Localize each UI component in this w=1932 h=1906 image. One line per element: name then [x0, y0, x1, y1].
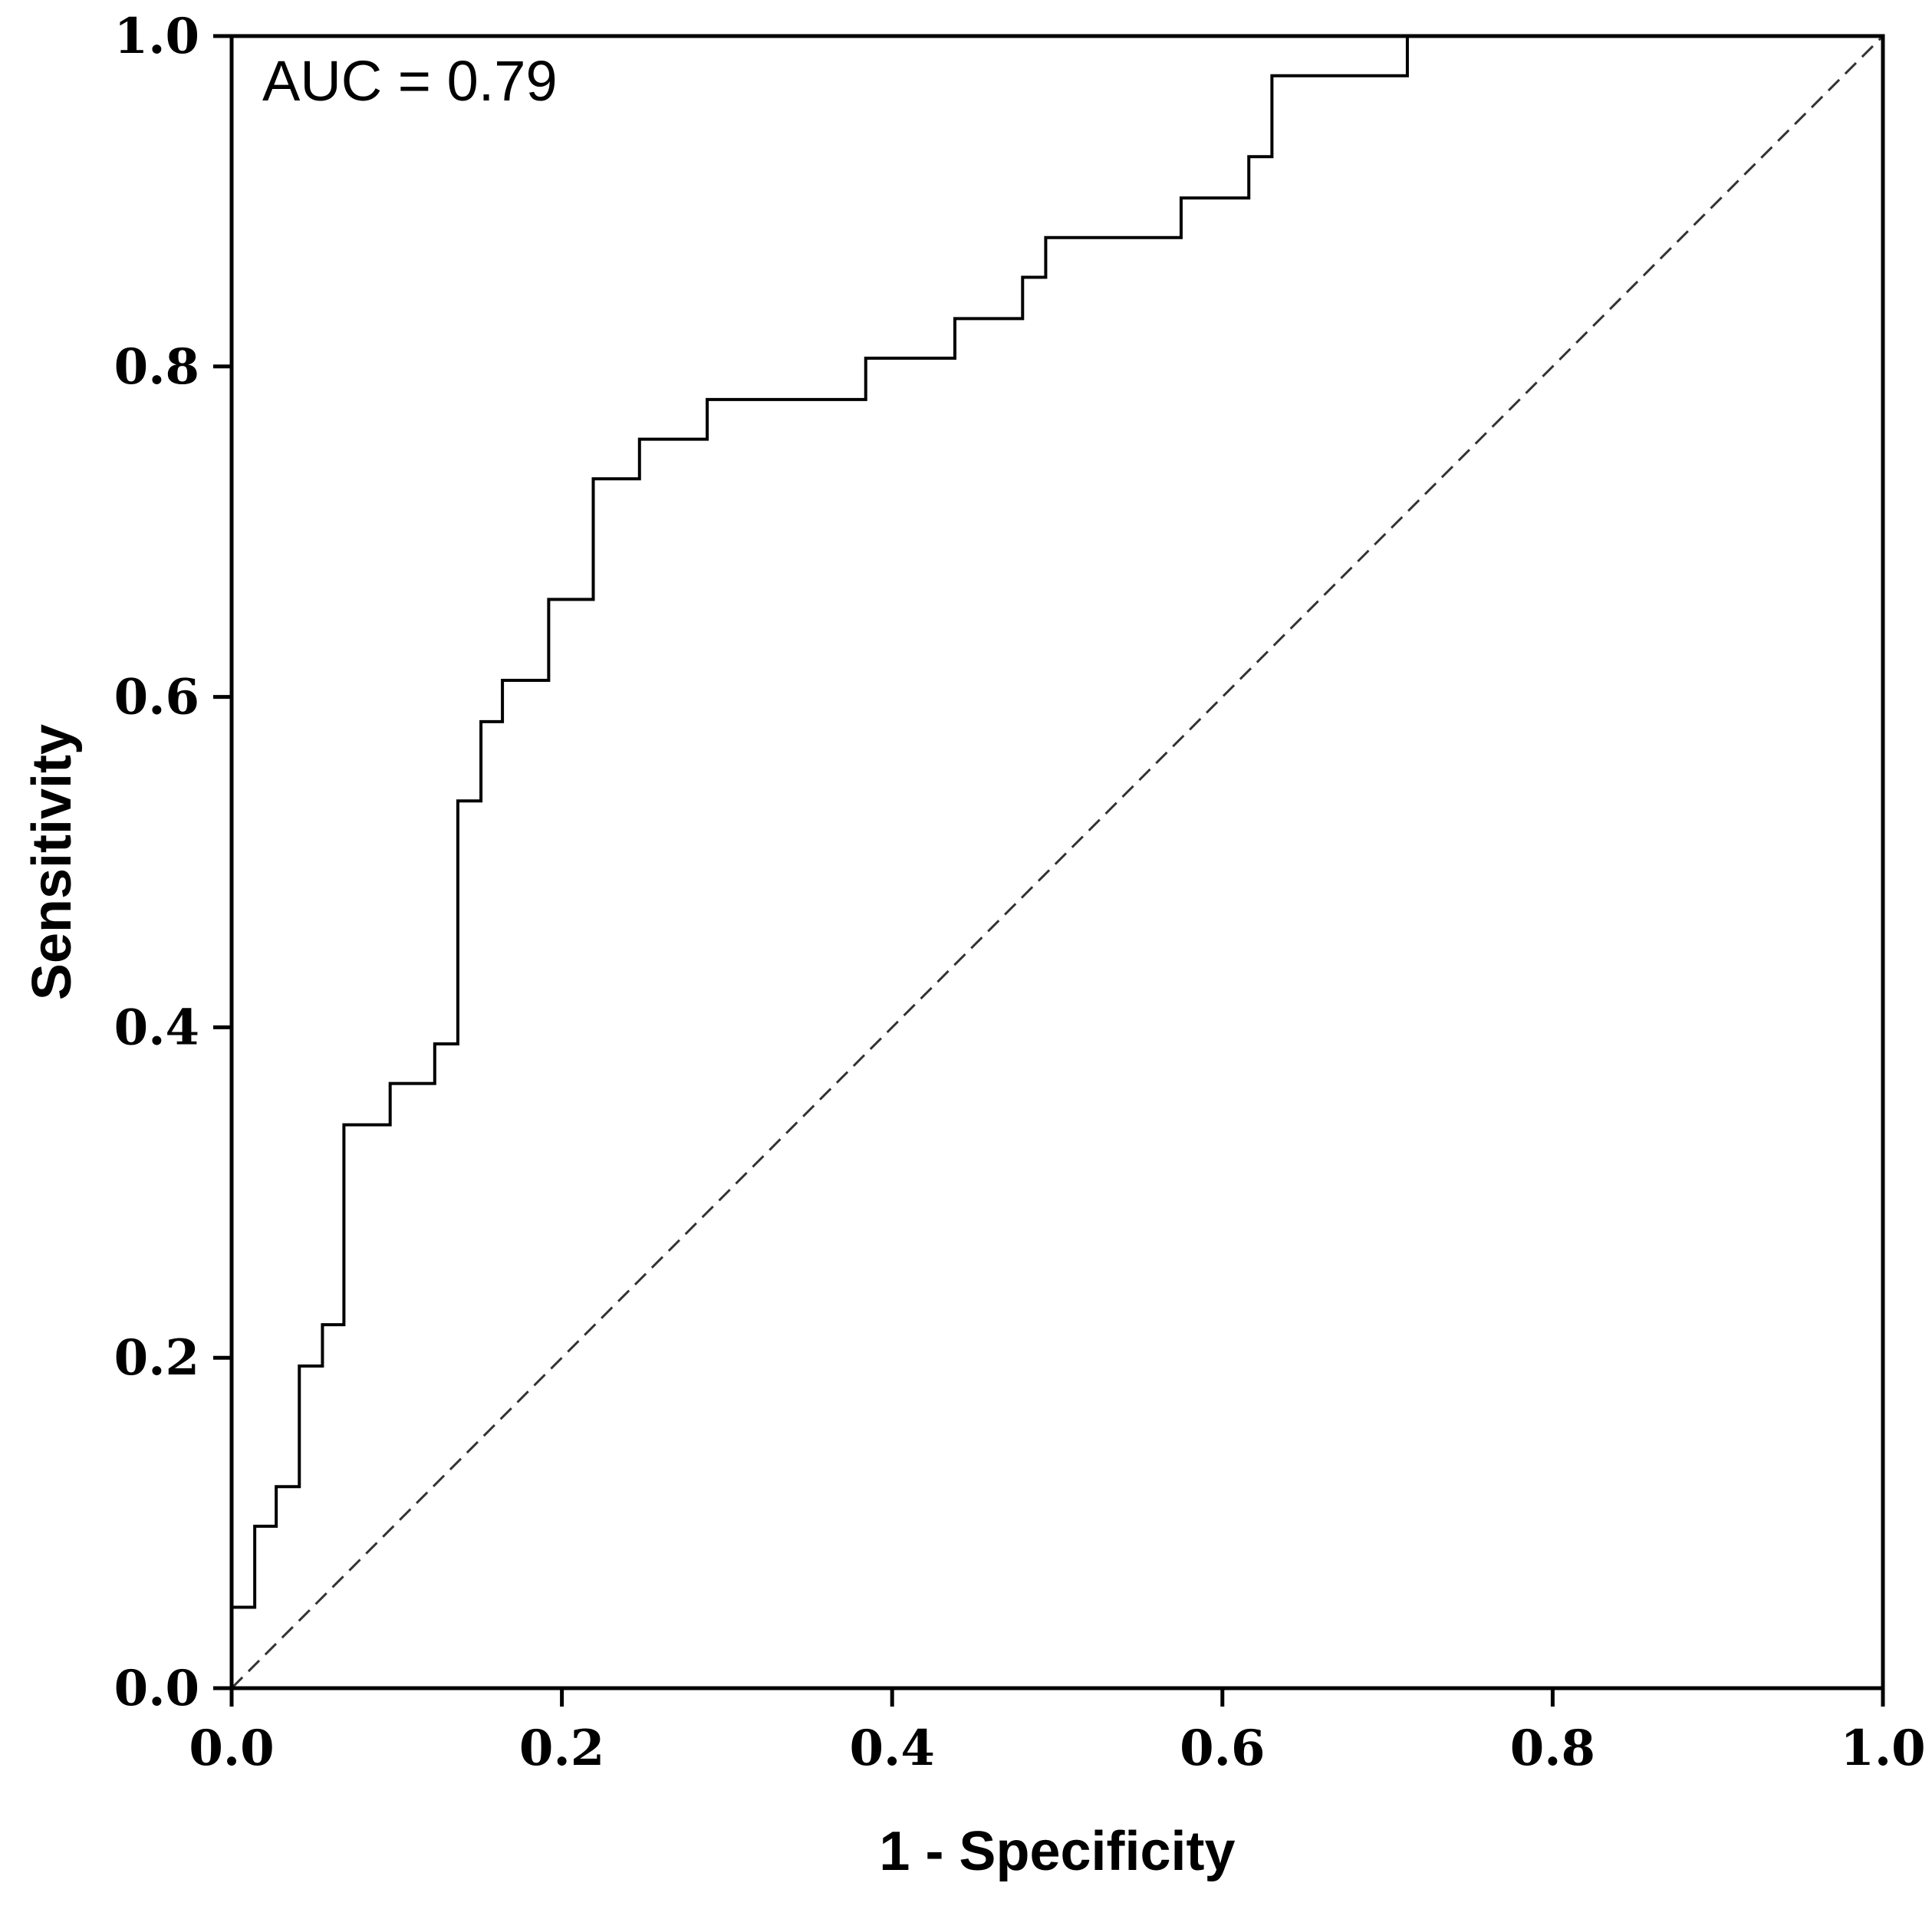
x-tick-label: 0.0 — [189, 1720, 274, 1777]
reference-diagonal-line — [230, 35, 1884, 1690]
x-axis-title: 1 - Specificity — [879, 1821, 1235, 1882]
plot-frame — [229, 34, 1885, 1690]
x-tick-label: 0.6 — [1180, 1720, 1265, 1777]
y-tick-label: 0.8 — [114, 338, 199, 396]
x-axis-ticks: 0.0 0.2 0.4 0.6 0.8 1.0 — [189, 1688, 1926, 1777]
x-tick-label: 0.2 — [519, 1720, 604, 1777]
x-tick-label: 1.0 — [1840, 1720, 1925, 1777]
y-axis-title: Sensitivity — [21, 724, 83, 1000]
y-tick-label: 0.2 — [114, 1329, 199, 1387]
roc-curve-layer — [230, 35, 1883, 1688]
y-tick-label: 0.4 — [114, 999, 199, 1056]
roc-curve-line — [230, 35, 1883, 1688]
auc-annotation: AUC = 0.79 — [262, 49, 558, 113]
y-tick-label: 1.0 — [114, 8, 199, 65]
y-axis-ticks: 0.0 0.2 0.4 0.6 0.8 1.0 — [114, 8, 232, 1717]
reference-line-layer — [230, 35, 1884, 1690]
x-tick-label: 0.4 — [850, 1720, 935, 1777]
y-tick-label: 0.6 — [114, 669, 199, 726]
x-tick-label: 0.8 — [1510, 1720, 1595, 1777]
y-tick-label: 0.0 — [114, 1660, 199, 1717]
